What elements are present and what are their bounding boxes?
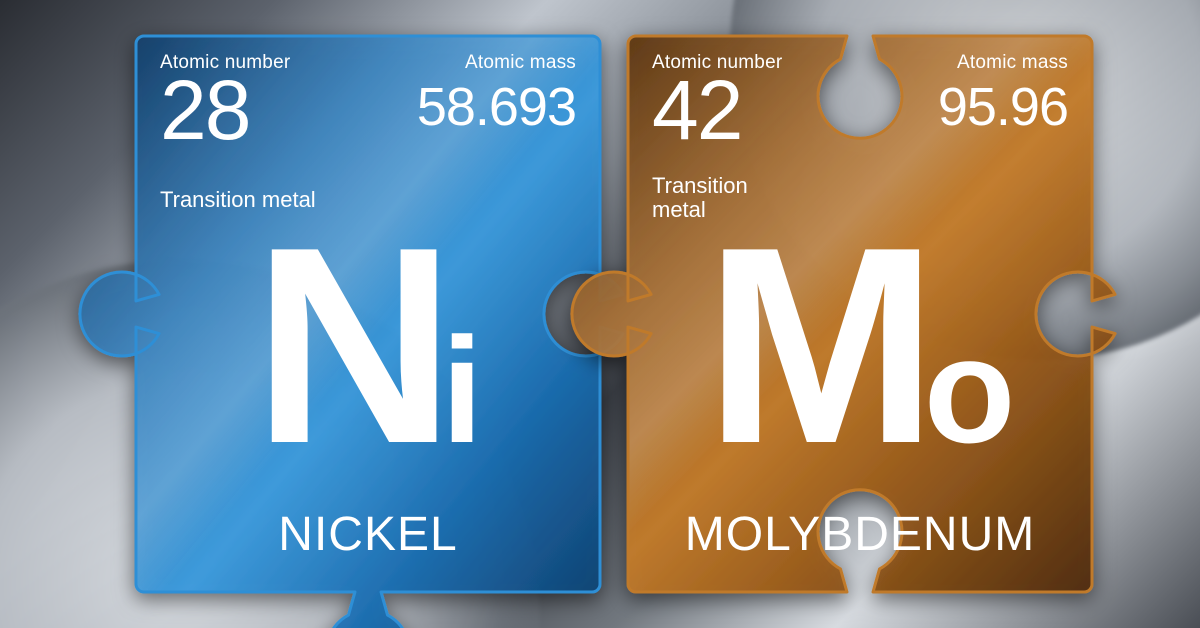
- symbol-secondary: o: [924, 315, 1016, 465]
- top-row: Atomic number 42 Atomic mass 95.96: [652, 52, 1068, 152]
- atomic-mass-block: Atomic mass 95.96: [938, 52, 1068, 152]
- atomic-number-block: Atomic number 42: [652, 52, 782, 152]
- top-row: Atomic number 28 Atomic mass 58.693: [160, 52, 576, 152]
- element-card-nickel: Atomic number 28 Atomic mass 58.693 Tran…: [136, 36, 600, 592]
- atomic-number-value: 42: [652, 68, 782, 152]
- atomic-mass-label: Atomic mass: [938, 52, 1068, 74]
- symbol-secondary: i: [441, 315, 483, 465]
- symbol-primary: N: [253, 206, 447, 486]
- stage: Atomic number 28 Atomic mass 58.693 Tran…: [0, 0, 1200, 628]
- element-name: MOLYBDENUM: [628, 507, 1092, 562]
- atomic-mass-value: 58.693: [417, 80, 576, 134]
- element-card-molybdenum: Atomic number 42 Atomic mass 95.96 Trans…: [628, 36, 1092, 592]
- element-name: NICKEL: [136, 507, 600, 562]
- atomic-mass-label: Atomic mass: [417, 52, 576, 74]
- element-symbol: Mo: [628, 206, 1092, 486]
- atomic-number-block: Atomic number 28: [160, 52, 290, 152]
- symbol-primary: M: [705, 206, 930, 486]
- atomic-mass-block: Atomic mass 58.693: [417, 52, 576, 152]
- element-symbol: Ni: [136, 206, 600, 486]
- atomic-mass-value: 95.96: [938, 80, 1068, 134]
- atomic-number-value: 28: [160, 68, 290, 152]
